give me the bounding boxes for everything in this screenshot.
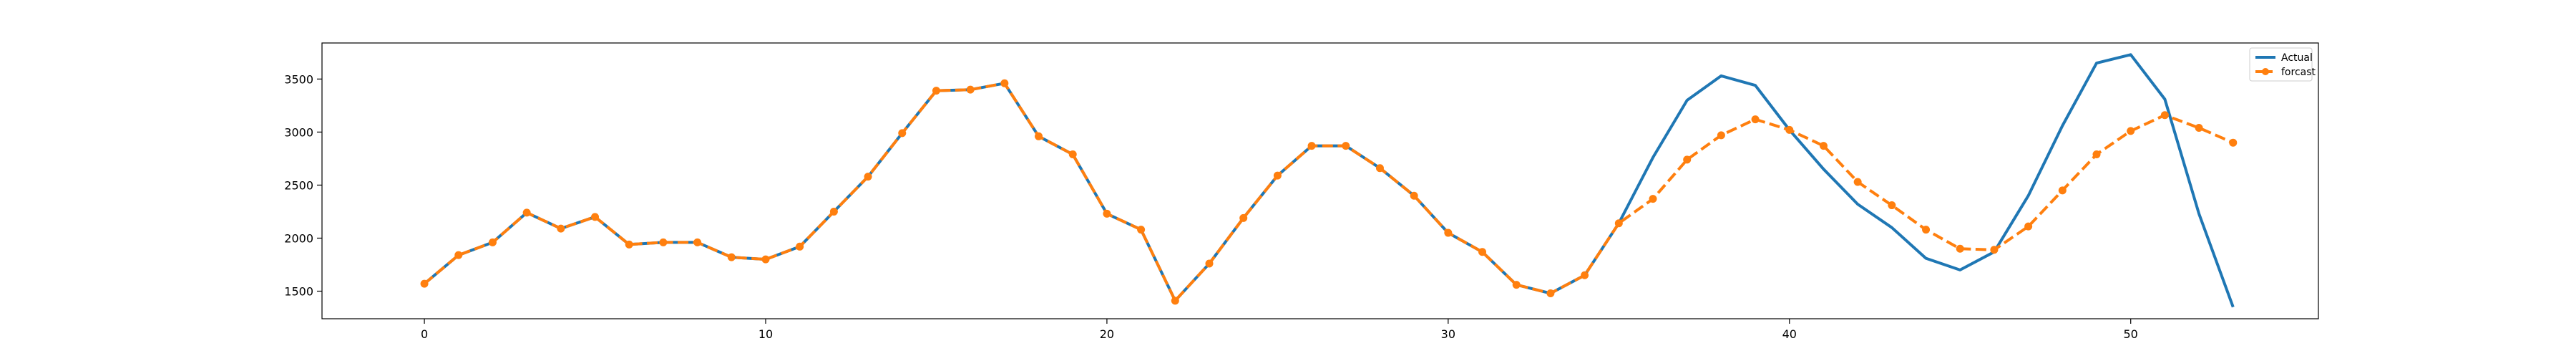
y-tick-label: 2000 bbox=[284, 231, 313, 245]
data-point-forcast bbox=[2024, 222, 2033, 231]
data-point-forcast bbox=[2229, 138, 2238, 147]
data-point-forcast bbox=[2160, 111, 2169, 120]
data-point-forcast bbox=[488, 238, 497, 246]
data-point-forcast bbox=[1512, 281, 1521, 289]
data-point-forcast bbox=[522, 208, 531, 217]
data-point-forcast bbox=[1649, 195, 1657, 203]
data-point-forcast bbox=[2195, 123, 2203, 132]
data-point-forcast bbox=[727, 253, 736, 261]
data-point-forcast bbox=[1683, 155, 1692, 164]
data-point-forcast bbox=[1273, 171, 1282, 180]
y-tick-label: 3000 bbox=[284, 125, 313, 139]
data-point-forcast bbox=[1068, 150, 1077, 158]
data-point-forcast bbox=[1307, 142, 1316, 150]
data-point-forcast bbox=[1171, 297, 1179, 305]
data-point-forcast bbox=[796, 242, 804, 251]
x-tick-label: 50 bbox=[2124, 327, 2138, 341]
x-tick-label: 30 bbox=[1441, 327, 1455, 341]
data-point-forcast bbox=[693, 238, 702, 246]
y-axis: 1500 2000 2500 3000 3500 bbox=[284, 72, 322, 299]
legend: Actual forcast bbox=[2249, 47, 2316, 82]
data-point-forcast bbox=[1000, 79, 1009, 87]
data-point-forcast bbox=[1853, 178, 1862, 186]
data-point-forcast bbox=[1444, 228, 1453, 237]
series-line-forcast bbox=[423, 82, 2234, 302]
data-point-forcast bbox=[557, 224, 565, 233]
y-tick-label: 2500 bbox=[284, 178, 313, 192]
x-tick-label: 0 bbox=[421, 327, 428, 341]
data-point-forcast bbox=[2092, 150, 2101, 158]
data-point-forcast bbox=[1751, 115, 1760, 124]
data-point-forcast bbox=[966, 85, 975, 94]
data-point-forcast bbox=[625, 240, 633, 249]
data-point-forcast bbox=[1478, 248, 1487, 256]
data-point-forcast bbox=[1035, 132, 1043, 140]
data-point-forcast bbox=[454, 251, 463, 259]
data-point-forcast bbox=[864, 173, 872, 181]
data-point-forcast bbox=[1205, 259, 1214, 268]
data-point-forcast bbox=[1819, 142, 1828, 150]
data-point-forcast bbox=[1410, 191, 1418, 200]
plot-background bbox=[322, 43, 2318, 319]
data-point-forcast bbox=[1956, 244, 1964, 253]
x-axis: 0 10 20 30 40 50 bbox=[421, 319, 2138, 341]
legend-label-actual: Actual bbox=[2281, 52, 2313, 64]
x-tick-label: 10 bbox=[758, 327, 773, 341]
data-point-forcast bbox=[659, 238, 668, 246]
data-point-forcast bbox=[761, 255, 770, 264]
data-point-forcast bbox=[1785, 125, 1794, 134]
data-point-forcast bbox=[2058, 186, 2067, 195]
legend-marker-forcast bbox=[2262, 68, 2269, 75]
data-point-forcast bbox=[1581, 271, 1589, 279]
series-layer bbox=[420, 53, 2238, 308]
y-tick-label: 1500 bbox=[284, 285, 313, 299]
data-point-forcast bbox=[1888, 201, 1896, 210]
data-point-forcast bbox=[591, 213, 600, 221]
data-point-forcast bbox=[1342, 142, 1350, 150]
y-tick-label: 3500 bbox=[284, 72, 313, 86]
x-tick-label: 20 bbox=[1100, 327, 1114, 341]
data-point-forcast bbox=[932, 87, 940, 95]
data-point-forcast bbox=[420, 279, 429, 288]
data-point-forcast bbox=[898, 129, 907, 138]
data-point-forcast bbox=[1614, 219, 1623, 228]
data-point-forcast bbox=[829, 207, 838, 216]
data-point-forcast bbox=[1922, 226, 1931, 234]
data-point-forcast bbox=[2127, 127, 2135, 135]
plot-frame bbox=[321, 42, 2319, 319]
legend-label-forcast: forcast bbox=[2281, 67, 2316, 78]
data-point-forcast bbox=[1137, 226, 1146, 234]
data-point-forcast bbox=[1546, 289, 1555, 297]
data-point-forcast bbox=[1717, 131, 1725, 140]
data-point-forcast bbox=[1239, 213, 1248, 222]
data-point-forcast bbox=[1990, 246, 1999, 254]
x-tick-label: 40 bbox=[1782, 327, 1797, 341]
data-point-forcast bbox=[1103, 209, 1111, 218]
data-point-forcast bbox=[1375, 164, 1384, 173]
